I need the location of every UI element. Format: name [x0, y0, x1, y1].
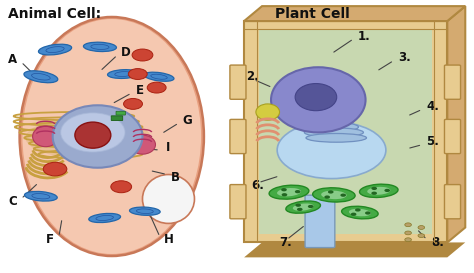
- Text: D: D: [121, 46, 131, 59]
- FancyBboxPatch shape: [116, 111, 126, 115]
- Ellipse shape: [302, 122, 358, 132]
- Circle shape: [43, 162, 67, 176]
- Circle shape: [147, 82, 166, 93]
- Circle shape: [365, 211, 371, 215]
- Ellipse shape: [360, 184, 398, 197]
- Ellipse shape: [286, 201, 320, 213]
- Ellipse shape: [38, 44, 72, 55]
- Circle shape: [308, 205, 313, 208]
- Ellipse shape: [108, 70, 140, 78]
- Text: 6.: 6.: [251, 179, 264, 192]
- Circle shape: [340, 194, 346, 197]
- Text: 5.: 5.: [426, 135, 439, 149]
- Circle shape: [324, 195, 330, 199]
- Polygon shape: [244, 242, 465, 257]
- Text: A: A: [8, 53, 17, 66]
- FancyBboxPatch shape: [445, 185, 461, 219]
- Ellipse shape: [25, 191, 57, 201]
- Polygon shape: [244, 21, 447, 242]
- Circle shape: [295, 204, 301, 207]
- Circle shape: [281, 188, 287, 191]
- Ellipse shape: [89, 213, 120, 222]
- FancyBboxPatch shape: [230, 185, 246, 219]
- Ellipse shape: [293, 203, 314, 211]
- Text: 8.: 8.: [431, 236, 444, 249]
- Text: 7.: 7.: [280, 236, 292, 249]
- Text: C: C: [8, 195, 17, 208]
- Ellipse shape: [313, 188, 355, 202]
- Text: 1.: 1.: [357, 29, 370, 43]
- Polygon shape: [244, 6, 465, 21]
- FancyBboxPatch shape: [111, 116, 123, 120]
- Circle shape: [384, 189, 390, 192]
- Text: B: B: [171, 171, 180, 184]
- Ellipse shape: [304, 128, 364, 137]
- FancyBboxPatch shape: [230, 119, 246, 154]
- Text: 4.: 4.: [426, 100, 439, 113]
- Ellipse shape: [61, 113, 125, 152]
- Text: 2.: 2.: [246, 70, 259, 83]
- Text: G: G: [182, 114, 192, 127]
- Text: F: F: [46, 233, 55, 246]
- Circle shape: [371, 192, 377, 195]
- Circle shape: [295, 190, 301, 193]
- Ellipse shape: [321, 191, 346, 199]
- Ellipse shape: [129, 135, 155, 154]
- Ellipse shape: [367, 187, 390, 195]
- Ellipse shape: [53, 105, 143, 168]
- Ellipse shape: [143, 174, 194, 223]
- Circle shape: [418, 234, 425, 238]
- Ellipse shape: [26, 117, 151, 159]
- Ellipse shape: [271, 67, 365, 132]
- Ellipse shape: [22, 19, 201, 254]
- Ellipse shape: [342, 206, 378, 219]
- FancyBboxPatch shape: [230, 65, 246, 99]
- Circle shape: [355, 208, 361, 212]
- Ellipse shape: [277, 121, 386, 179]
- Circle shape: [111, 181, 132, 193]
- Ellipse shape: [75, 122, 111, 148]
- FancyBboxPatch shape: [445, 119, 461, 154]
- Circle shape: [128, 69, 147, 79]
- Ellipse shape: [33, 126, 59, 147]
- Circle shape: [328, 190, 334, 194]
- Ellipse shape: [19, 17, 204, 256]
- Circle shape: [405, 238, 411, 242]
- Ellipse shape: [129, 207, 160, 215]
- Circle shape: [124, 99, 143, 109]
- Circle shape: [418, 225, 425, 229]
- Circle shape: [351, 213, 356, 216]
- Ellipse shape: [269, 185, 309, 199]
- Ellipse shape: [256, 104, 280, 120]
- Text: E: E: [136, 84, 144, 97]
- Polygon shape: [259, 30, 432, 234]
- Circle shape: [297, 208, 302, 211]
- Circle shape: [282, 193, 287, 196]
- Text: Animal Cell:: Animal Cell:: [8, 7, 101, 22]
- Ellipse shape: [295, 84, 337, 111]
- Ellipse shape: [306, 133, 366, 142]
- FancyBboxPatch shape: [305, 195, 335, 248]
- FancyBboxPatch shape: [445, 65, 461, 99]
- Circle shape: [405, 223, 411, 227]
- Text: Plant Cell: Plant Cell: [275, 7, 350, 22]
- Ellipse shape: [83, 42, 117, 52]
- Circle shape: [371, 187, 377, 190]
- Ellipse shape: [24, 71, 58, 83]
- Ellipse shape: [349, 209, 371, 216]
- Text: 3.: 3.: [398, 51, 410, 64]
- Text: H: H: [164, 233, 173, 246]
- Ellipse shape: [299, 116, 353, 127]
- Polygon shape: [447, 6, 465, 242]
- Ellipse shape: [277, 188, 301, 196]
- Circle shape: [405, 231, 411, 235]
- Ellipse shape: [144, 72, 174, 81]
- Circle shape: [132, 49, 153, 61]
- Text: I: I: [166, 141, 171, 154]
